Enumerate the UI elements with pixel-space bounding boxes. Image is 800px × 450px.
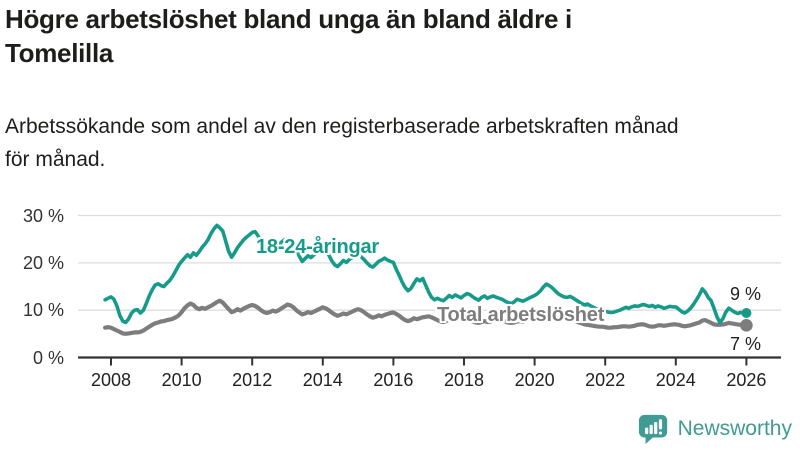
x-axis-label: 2014 bbox=[302, 369, 343, 390]
x-axis-label: 2022 bbox=[585, 369, 626, 390]
newsworthy-wordmark: Newsworthy bbox=[677, 417, 792, 440]
y-axis-label: 30 % bbox=[22, 205, 64, 226]
y-axis-label: 20 % bbox=[22, 252, 64, 273]
y-axis-label: 10 % bbox=[22, 300, 64, 321]
chart-subtitle: Arbetssökande som andel av den registerb… bbox=[5, 110, 795, 176]
line-total bbox=[102, 298, 749, 336]
x-axis-label: 2016 bbox=[373, 369, 414, 390]
chart-title: Högre arbetslöshet bland unga än bland ä… bbox=[5, 2, 785, 70]
end-dot-youth bbox=[741, 308, 752, 319]
title-line-1: Högre arbetslöshet bland unga än bland ä… bbox=[5, 4, 572, 34]
series-label-total: Total arbetslöshet bbox=[437, 304, 605, 326]
newsworthy-logo[interactable]: Newsworthy bbox=[638, 412, 792, 446]
y-axis-label: 0 % bbox=[32, 347, 64, 368]
x-axis-label: 2020 bbox=[514, 369, 555, 390]
x-axis-label: 2008 bbox=[90, 369, 132, 390]
subtitle-line-1: Arbetssökande som andel av den registerb… bbox=[5, 115, 679, 138]
x-axis-label: 2026 bbox=[726, 369, 767, 390]
end-value-label-total: 7 % bbox=[730, 334, 762, 354]
x-axis-label: 2024 bbox=[655, 369, 696, 390]
newsworthy-icon bbox=[638, 414, 667, 445]
line-youth bbox=[103, 223, 749, 325]
title-line-2: Tomelilla bbox=[5, 38, 114, 68]
subtitle-line-2: för månad. bbox=[5, 148, 106, 171]
x-axis-label: 2012 bbox=[232, 369, 273, 390]
end-value-label-youth: 9 % bbox=[730, 284, 762, 304]
x-axis-label: 2010 bbox=[161, 369, 202, 390]
x-axis-label: 2018 bbox=[443, 369, 485, 390]
series-label-youth: 18-24-åringar bbox=[256, 236, 380, 258]
end-dot-total bbox=[740, 319, 753, 332]
